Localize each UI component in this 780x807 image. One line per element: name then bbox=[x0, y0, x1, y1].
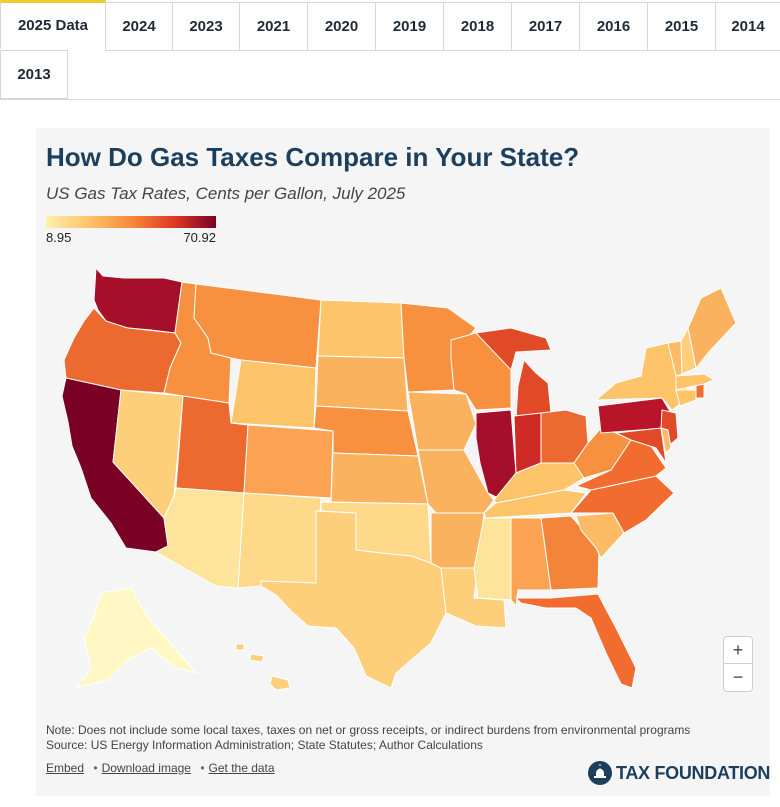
state-ak[interactable] bbox=[75, 587, 197, 689]
legend-max-label: 70.92 bbox=[183, 230, 216, 245]
source-text: Source: US Energy Information Administra… bbox=[46, 738, 483, 752]
tabs-divider bbox=[0, 99, 780, 100]
link-separator: • bbox=[93, 761, 98, 775]
tab-2023[interactable]: 2023 bbox=[172, 2, 240, 51]
state-sd[interactable] bbox=[315, 355, 409, 412]
capitol-dome-icon bbox=[588, 761, 612, 785]
note-text: Note: Does not include some local taxes,… bbox=[46, 723, 691, 737]
tab-2025-data[interactable]: 2025 Data bbox=[0, 0, 106, 49]
state-nd[interactable] bbox=[317, 299, 405, 359]
link-separator: • bbox=[200, 761, 205, 775]
tab-2020[interactable]: 2020 bbox=[307, 2, 376, 51]
tab-2021[interactable]: 2021 bbox=[239, 2, 308, 51]
state-ia[interactable] bbox=[407, 391, 477, 451]
zoom-in-button[interactable]: + bbox=[724, 637, 752, 664]
state-ct[interactable] bbox=[675, 389, 697, 407]
tab-2019[interactable]: 2019 bbox=[375, 2, 444, 51]
state-mo[interactable] bbox=[417, 449, 495, 514]
state-in[interactable] bbox=[513, 412, 542, 474]
zoom-control: + − bbox=[723, 636, 753, 692]
tab-2024[interactable]: 2024 bbox=[105, 2, 173, 51]
download-image-link[interactable]: Download image bbox=[101, 761, 191, 775]
footer-links: Embed • Download image • Get the data bbox=[46, 761, 275, 775]
state-hi[interactable] bbox=[235, 643, 291, 691]
state-wy[interactable] bbox=[230, 359, 317, 429]
map-notes: Note: Does not include some local taxes,… bbox=[46, 723, 746, 753]
map-subtitle: US Gas Tax Rates, Cents per Gallon, July… bbox=[46, 184, 406, 203]
tab-2016[interactable]: 2016 bbox=[579, 2, 648, 51]
state-ms[interactable] bbox=[473, 517, 512, 601]
legend-min-label: 8.95 bbox=[46, 230, 72, 245]
state-nm[interactable] bbox=[237, 492, 322, 589]
tab-2017[interactable]: 2017 bbox=[511, 2, 580, 51]
tab-2015[interactable]: 2015 bbox=[647, 2, 716, 51]
state-ma[interactable] bbox=[675, 373, 715, 391]
tab-2018[interactable]: 2018 bbox=[443, 2, 512, 51]
state-me[interactable] bbox=[687, 287, 737, 369]
us-state-map bbox=[61, 267, 737, 691]
map-title: How Do Gas Taxes Compare in Your State? bbox=[46, 142, 580, 172]
tax-foundation-logo[interactable]: TAX FOUNDATION bbox=[588, 760, 770, 786]
logo-text: TAX FOUNDATION bbox=[616, 762, 771, 783]
tab-2013[interactable]: 2013 bbox=[0, 50, 68, 99]
state-de[interactable] bbox=[660, 427, 672, 454]
legend-color-scale bbox=[46, 216, 216, 228]
embed-link[interactable]: Embed bbox=[46, 761, 85, 775]
state-il[interactable] bbox=[475, 409, 517, 499]
state-co[interactable] bbox=[243, 424, 334, 499]
state-ks[interactable] bbox=[330, 452, 429, 505]
map-card: How Do Gas Taxes Compare in Your State? … bbox=[36, 128, 770, 796]
state-tx[interactable] bbox=[260, 510, 447, 689]
get-data-link[interactable]: Get the data bbox=[208, 761, 275, 775]
year-tabs: 2025 Data 2024 2023 2021 2020 2019 2018 … bbox=[0, 0, 780, 100]
state-ri[interactable] bbox=[695, 383, 705, 399]
tab-2014[interactable]: 2014 bbox=[715, 2, 780, 51]
zoom-out-button[interactable]: − bbox=[732, 667, 744, 687]
state-md[interactable] bbox=[615, 427, 667, 464]
state-fl[interactable] bbox=[515, 593, 637, 689]
